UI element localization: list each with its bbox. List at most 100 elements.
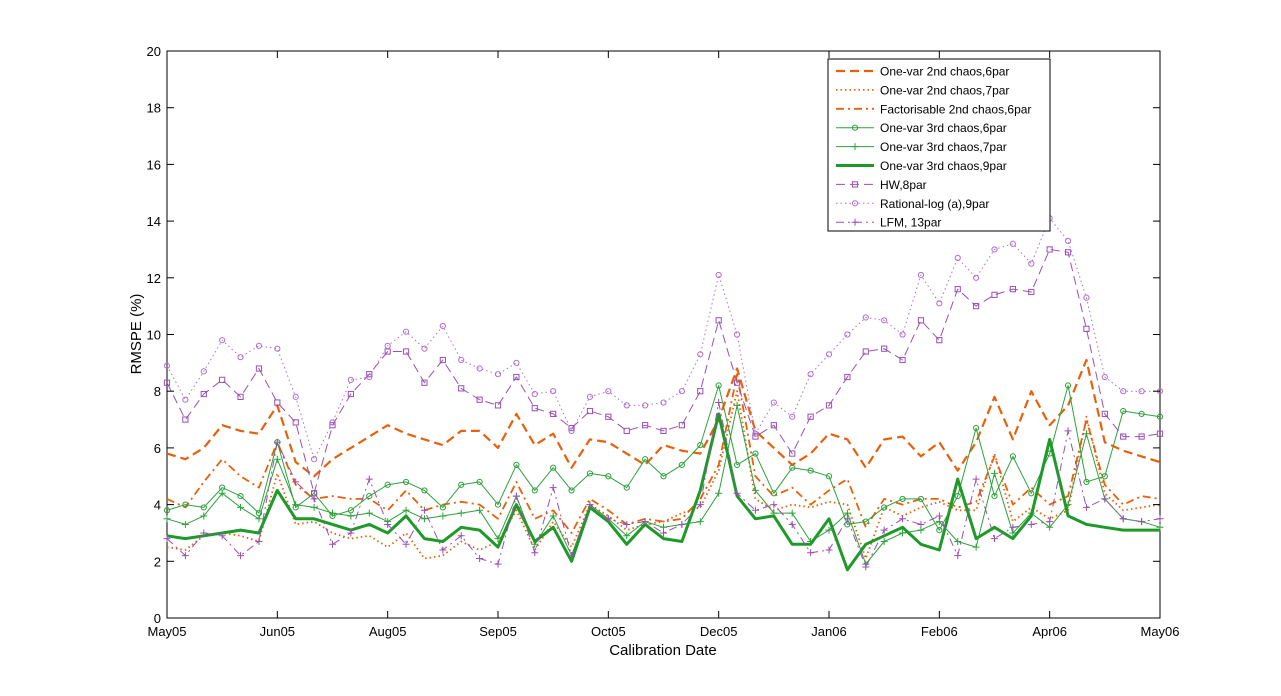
data-point [1028, 288, 1035, 296]
data-point [329, 422, 336, 429]
data-point [531, 405, 538, 412]
data-point [310, 503, 318, 511]
series-line [166, 373, 1161, 534]
legend-item: Factorisable 2nd chaos,6par [836, 102, 1031, 116]
data-point [365, 475, 373, 483]
series-line [166, 390, 1161, 560]
data-point [586, 393, 594, 400]
data-point [972, 475, 980, 483]
legend-marker [851, 200, 859, 207]
data-point [200, 368, 207, 375]
data-point [733, 489, 741, 497]
legend-item: HW,8par [836, 178, 927, 192]
data-point [439, 356, 446, 364]
data-point [678, 520, 686, 528]
data-point [825, 546, 833, 554]
data-point [329, 540, 336, 548]
data-point [715, 399, 723, 407]
data-point [531, 487, 538, 494]
legend-marker [851, 143, 859, 151]
data-point [807, 549, 815, 557]
data-point [1138, 410, 1145, 417]
series-line [166, 358, 1161, 478]
data-point [347, 529, 355, 537]
data-point [1009, 523, 1017, 531]
data-point [163, 362, 171, 369]
data-point [182, 416, 189, 423]
data-point [347, 376, 354, 383]
data-point [219, 337, 226, 344]
data-point [1156, 515, 1164, 523]
data-point [476, 554, 484, 562]
data-point [751, 506, 759, 514]
y-tick-label: 18 [147, 101, 161, 116]
legend-marker [851, 124, 859, 131]
data-point [1028, 490, 1035, 497]
data-point [439, 512, 447, 520]
data-point [347, 390, 354, 398]
data-point [513, 373, 520, 381]
data-point [420, 506, 428, 514]
data-point [807, 467, 814, 474]
data-point [899, 331, 906, 338]
data-point [604, 515, 612, 523]
data-point [1083, 478, 1090, 486]
data-point [733, 331, 741, 338]
data-point [292, 393, 299, 400]
data-point [991, 246, 998, 253]
data-point [1028, 260, 1035, 267]
data-point [255, 342, 263, 349]
x-axis-label: Calibration Date [609, 642, 717, 659]
data-point [880, 537, 888, 545]
data-point [347, 512, 355, 520]
data-point [237, 552, 245, 560]
data-point [163, 507, 171, 514]
x-tick-label: Sep05 [479, 624, 517, 639]
data-point [182, 396, 189, 403]
legend-label: LFM, 13par [880, 216, 941, 230]
data-point [274, 399, 281, 406]
y-tick-label: 8 [154, 384, 161, 399]
data-point [881, 504, 888, 511]
y-tick-label: 16 [147, 157, 161, 172]
data-point [972, 543, 980, 551]
data-point [991, 492, 998, 500]
data-point [550, 410, 557, 417]
data-point [513, 359, 520, 366]
data-point [494, 371, 502, 378]
data-point [384, 342, 391, 349]
data-point [586, 407, 594, 415]
y-tick-label: 2 [154, 554, 161, 569]
data-point [200, 504, 207, 511]
data-point [788, 509, 796, 517]
x-tick-label: Dec05 [700, 624, 738, 639]
data-point [789, 464, 796, 471]
data-point [402, 478, 410, 486]
data-point [273, 455, 281, 463]
data-point [366, 373, 373, 381]
data-point [329, 509, 336, 517]
data-point [660, 529, 667, 537]
data-point [181, 552, 189, 560]
data-point [568, 487, 575, 494]
data-point [568, 552, 576, 560]
data-point [457, 509, 465, 517]
data-point [623, 520, 631, 528]
data-point [550, 464, 557, 471]
data-point [1046, 246, 1053, 253]
data-point [274, 345, 281, 352]
data-point [1156, 413, 1164, 420]
data-point [862, 314, 869, 321]
data-point [549, 512, 557, 520]
data-point [641, 518, 649, 526]
data-point [366, 492, 373, 500]
y-tick-label: 12 [147, 271, 161, 286]
data-point [476, 506, 484, 514]
data-point [807, 413, 814, 420]
data-point [531, 390, 538, 398]
legend-item: One-var 3rd chaos,7par [836, 140, 1007, 154]
data-point [678, 422, 685, 429]
legend-item: One-var 2nd chaos,6par [836, 65, 1009, 79]
data-point [182, 501, 189, 508]
legend-item: Rational-log (a),9par [836, 197, 989, 211]
